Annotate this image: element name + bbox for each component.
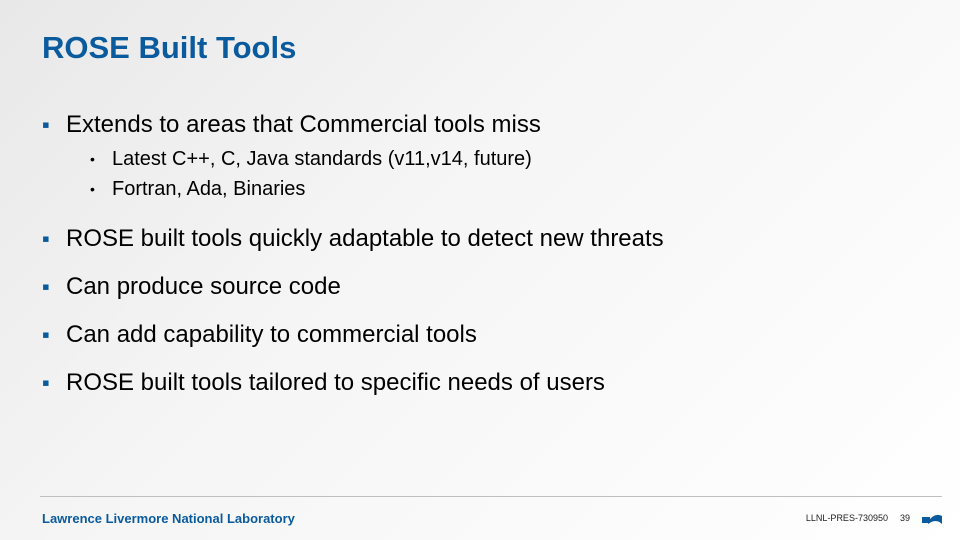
bullet-text: ROSE built tools tailored to specific ne… — [66, 368, 605, 398]
sub-bullet-list: • Latest C++, C, Java standards (v11,v14… — [42, 146, 918, 202]
bullet-item: ▪ Extends to areas that Commercial tools… — [42, 110, 918, 140]
sub-bullet-text: Latest C++, C, Java standards (v11,v14, … — [112, 146, 532, 172]
sub-bullet-text: Fortran, Ada, Binaries — [112, 176, 305, 202]
sub-bullet-item: • Fortran, Ada, Binaries — [90, 176, 918, 202]
slide-footer: Lawrence Livermore National Laboratory L… — [0, 496, 960, 540]
slide-title: ROSE Built Tools — [42, 30, 918, 66]
square-bullet-icon: ▪ — [42, 320, 66, 350]
square-bullet-icon: ▪ — [42, 272, 66, 302]
bullet-text: Can add capability to commercial tools — [66, 320, 477, 350]
sub-bullet-item: • Latest C++, C, Java standards (v11,v14… — [90, 146, 918, 172]
bullet-text: Extends to areas that Commercial tools m… — [66, 110, 541, 140]
footer-right: LLNL-PRES-730950 39 — [806, 510, 942, 526]
footer-org: Lawrence Livermore National Laboratory — [42, 511, 295, 526]
bullet-item: ▪ Can produce source code — [42, 272, 918, 302]
square-bullet-icon: ▪ — [42, 368, 66, 398]
bullet-item: ▪ ROSE built tools quickly adaptable to … — [42, 224, 918, 254]
square-bullet-icon: ▪ — [42, 110, 66, 140]
slide: ROSE Built Tools ▪ Extends to areas that… — [0, 0, 960, 540]
bullet-text: ROSE built tools quickly adaptable to de… — [66, 224, 664, 254]
footer-pres-id: LLNL-PRES-730950 — [806, 513, 888, 523]
slide-body: ▪ Extends to areas that Commercial tools… — [42, 110, 918, 398]
bullet-text: Can produce source code — [66, 272, 341, 302]
footer-page-number: 39 — [900, 513, 910, 523]
square-bullet-icon: ▪ — [42, 224, 66, 254]
dot-bullet-icon: • — [90, 176, 112, 202]
bullet-item: ▪ ROSE built tools tailored to specific … — [42, 368, 918, 398]
llnl-logo-icon — [922, 510, 942, 526]
dot-bullet-icon: • — [90, 146, 112, 172]
bullet-item: ▪ Can add capability to commercial tools — [42, 320, 918, 350]
